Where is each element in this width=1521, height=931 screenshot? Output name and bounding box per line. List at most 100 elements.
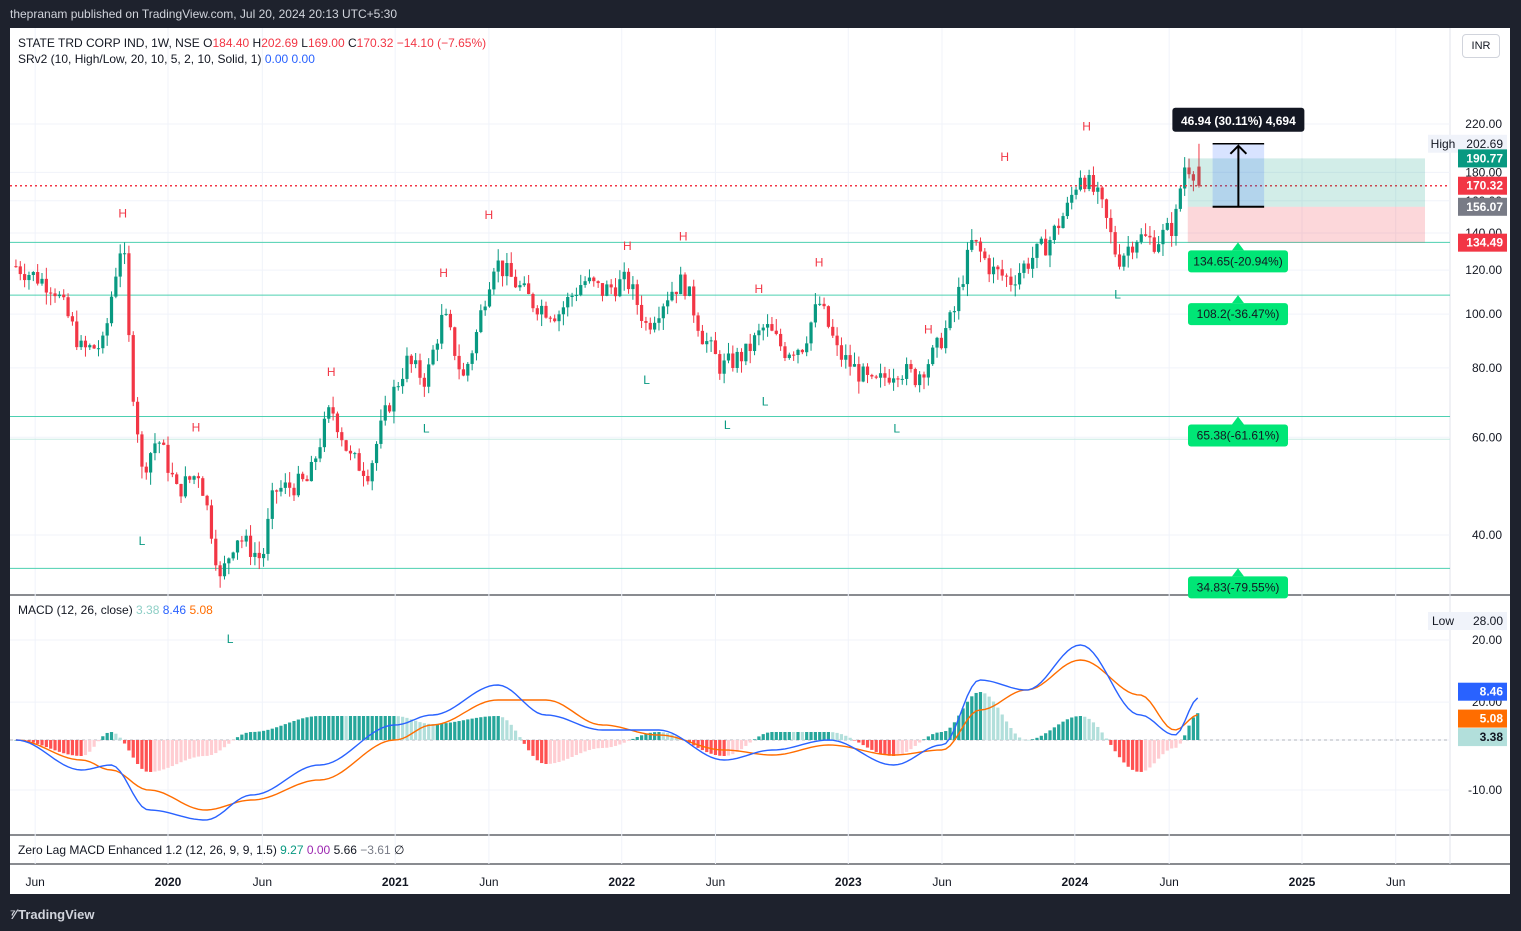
time-axis-label: Jun (706, 875, 725, 889)
pivot-low-label: L (724, 418, 731, 432)
macd-histogram-bar (926, 736, 930, 740)
chart-area[interactable]: Jun 2020 Jun 2021 Jun 2022 Jun 2023 Jun 2024 Jun 20… (10, 28, 1510, 894)
candle-body (57, 294, 61, 297)
price-axis-label: 220.00 (1465, 117, 1502, 131)
pivot-low-label: L (762, 394, 769, 408)
macd-histogram-bar (848, 737, 852, 740)
time-axis-label: Jun (25, 875, 44, 889)
candle-body (587, 277, 592, 282)
candle-body (987, 258, 991, 275)
macd-histogram-bar (296, 719, 300, 740)
candle-body (379, 420, 383, 444)
macd-histogram-bar (288, 722, 292, 740)
macd-histogram-bar (831, 732, 835, 740)
macd-histogram-bar (944, 731, 948, 740)
pivot-high-label: H (439, 266, 448, 280)
candle-body (1165, 222, 1169, 230)
macd-histogram-bar (1022, 739, 1026, 741)
symbol-title[interactable]: STATE TRD CORP IND, 1W, NSE (18, 36, 200, 50)
candle-body (1091, 175, 1096, 192)
macd-histogram-bar (787, 732, 791, 740)
macd-histogram-bar (422, 723, 426, 740)
candle-body (179, 483, 183, 497)
candle-body (765, 324, 770, 328)
chart-svg[interactable]: Jun 2020 Jun 2021 Jun 2022 Jun 2023 Jun 2024 Jun 20… (10, 28, 1510, 894)
macd-axis-label: -10.00 (1468, 783, 1502, 797)
candle-body (88, 345, 92, 348)
srv2-legend[interactable]: SRv2 (10, High/Low, 20, 10, 5, 2, 10, So… (18, 52, 315, 66)
position-profit-zone (1187, 158, 1425, 207)
macd-histogram-bar (461, 720, 466, 740)
candle-body (162, 442, 166, 445)
macd-histogram-bar (466, 719, 470, 740)
candle-body (792, 354, 796, 356)
high-label-bg (1428, 134, 1458, 153)
pivot-high-label: H (623, 239, 632, 253)
macd-histogram-bar (891, 740, 896, 756)
macd-histogram-bar (605, 740, 609, 748)
candle-body (1017, 272, 1022, 285)
macd-histogram-bar (626, 740, 631, 741)
macd-signal-value: 5.08 (189, 603, 213, 617)
candle-body (670, 291, 674, 301)
macd-histogram-bar (548, 740, 552, 764)
candle-body (1061, 216, 1065, 229)
candle-body (1122, 255, 1126, 267)
macd-histogram-bar (36, 740, 40, 744)
candle-body (865, 366, 870, 375)
candle-body (135, 401, 140, 435)
zlm-legend[interactable]: Zero Lag MACD Enhanced 1.2 (12, 26, 9, 9… (18, 843, 404, 857)
candle-body (266, 518, 270, 554)
candle-body (822, 303, 826, 307)
footer-bar: ⁷⁄ TradingView (0, 894, 1521, 931)
macd-histogram-bar (731, 740, 735, 755)
time-axis-label: Jun (932, 875, 951, 889)
candle-body (453, 327, 457, 356)
candle-body (583, 281, 587, 286)
macd-histogram-bar (939, 732, 943, 740)
candle-body (244, 535, 248, 542)
macd-histogram-bar (1157, 740, 1161, 759)
macd-histogram-bar (209, 740, 214, 755)
candle-body (813, 304, 817, 323)
macd-histogram-bar (957, 715, 961, 740)
macd-histogram-bar (374, 716, 379, 740)
candle-body (1078, 177, 1083, 190)
macd-histogram-bar (235, 737, 240, 740)
candle-body (874, 376, 878, 378)
macd-histogram-bar (544, 740, 548, 764)
macd-histogram-bar (631, 738, 635, 740)
candle-body (114, 276, 118, 297)
macd-histogram-bar (448, 722, 453, 740)
support-label: 108.2(-36.47%) (1197, 307, 1280, 321)
macd-histogram-bar (553, 740, 557, 764)
candle-body (557, 314, 561, 322)
candle-body (944, 328, 948, 349)
candle-body (952, 311, 957, 313)
pivot-high-label: H (118, 206, 127, 220)
candle-body (935, 337, 939, 348)
candle-body (392, 386, 396, 412)
macd-histogram-bar (752, 739, 757, 740)
time-axis-label: 2020 (155, 875, 182, 889)
currency-button[interactable]: INR (1462, 34, 1500, 58)
candle-body (639, 304, 644, 321)
srv2-value-2: 0.00 (291, 52, 315, 66)
publish-bar: thepranam published on TradingView.com, … (0, 0, 1521, 28)
candle-body (314, 458, 318, 462)
candle-body (335, 413, 340, 433)
candle-body (835, 335, 839, 346)
candle-body (1130, 246, 1135, 253)
macd-legend[interactable]: MACD (12, 26, close) 3.38 8.46 5.08 (18, 603, 213, 617)
candle-body (340, 432, 344, 441)
tradingview-logo[interactable]: ⁷⁄ TradingView (10, 906, 94, 922)
candle-body (235, 540, 240, 553)
candle-body (705, 341, 709, 345)
candle-body (957, 286, 961, 312)
pivot-high-label: H (924, 323, 933, 337)
macd-histogram-bar (109, 732, 114, 740)
macd-histogram-bar (935, 732, 939, 740)
macd-histogram-bar (500, 717, 505, 740)
candle-body (201, 478, 205, 496)
macd-histogram-bar (887, 740, 891, 756)
